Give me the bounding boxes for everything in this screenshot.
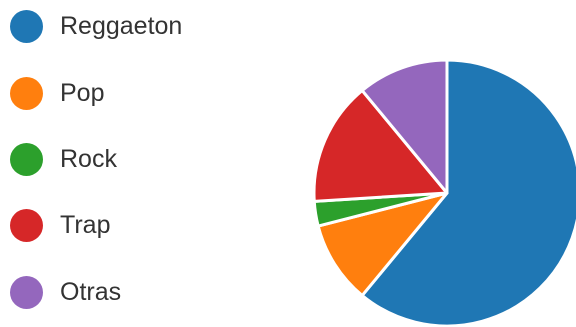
legend-label-pop: Pop bbox=[60, 79, 105, 107]
legend-swatch-otras bbox=[10, 276, 43, 309]
legend-swatch-reggaeton bbox=[10, 10, 43, 43]
legend-swatch-trap bbox=[10, 209, 43, 242]
legend-item-otras: Otras bbox=[10, 276, 121, 309]
legend-swatch-rock bbox=[10, 143, 43, 176]
legend-item-pop: Pop bbox=[10, 77, 104, 110]
legend-label-otras: Otras bbox=[60, 278, 122, 306]
legend-item-rock: Rock bbox=[10, 143, 117, 176]
legend-label-rock: Rock bbox=[60, 145, 117, 173]
pie-slice-otras bbox=[360, 58, 449, 195]
legend-item-trap: Trap bbox=[10, 209, 110, 242]
legend-swatch-pop bbox=[10, 77, 43, 110]
legend-label-trap: Trap bbox=[60, 211, 111, 239]
legend-label-reggaeton: Reggaeton bbox=[60, 12, 183, 40]
pie-slice-reggaeton bbox=[360, 58, 576, 327]
legend-item-reggaeton: Reggaeton bbox=[10, 10, 182, 43]
pie-slice-trap bbox=[312, 89, 449, 203]
